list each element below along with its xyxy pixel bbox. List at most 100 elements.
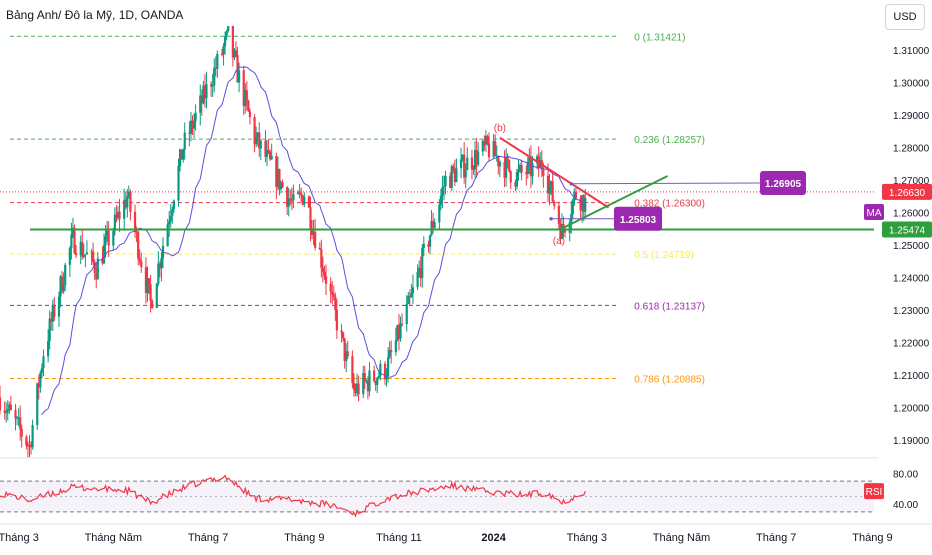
candle-body [40, 368, 44, 373]
price-tick-label: 1.26000 [893, 208, 930, 219]
candle-body [64, 264, 67, 286]
candle-body [169, 215, 172, 222]
candle-body [427, 243, 430, 247]
candle-body [314, 231, 317, 248]
rsi-badge[interactable] [864, 483, 884, 500]
candle-body [411, 287, 415, 293]
candle-body [340, 330, 343, 333]
candle-body [536, 156, 539, 164]
price-callout-lower[interactable] [614, 206, 662, 231]
price-tick-label: 1.22000 [893, 338, 930, 349]
candle-body [405, 303, 408, 325]
candle-body [453, 169, 456, 183]
candle-body [180, 149, 183, 160]
candle-body [171, 209, 174, 216]
candle-body [506, 156, 509, 160]
candle-body [310, 229, 314, 235]
candle-body [553, 201, 556, 206]
candle-body [452, 166, 455, 170]
candle-body [365, 380, 368, 382]
candle-body [178, 149, 182, 166]
candle-body [0, 397, 2, 411]
price-axis-bg [878, 0, 932, 550]
ma-badge[interactable] [864, 204, 884, 220]
candle-body [362, 373, 365, 395]
candle-body [560, 224, 564, 239]
price-axis[interactable]: 1.31000 1.30000 1.29000 1.28000 1.27000 1.260… [864, 0, 932, 550]
currency-button[interactable]: USD [885, 4, 925, 30]
candle-body [248, 111, 252, 117]
time-axis[interactable]: Tháng 3 Tháng Năm Tháng 7 Tháng 9 Tháng 11 20… [0, 523, 932, 544]
time-tick-label: 2024 [481, 532, 506, 544]
drawings-layer[interactable]: (b) (a) 1.26905 1.25803 [0, 123, 874, 247]
candle-body [298, 192, 301, 194]
candle-body [494, 141, 497, 157]
candle-body [509, 171, 512, 183]
candle-body [157, 263, 160, 284]
candle-body [53, 304, 56, 317]
price-tick-label: 1.27000 [893, 176, 930, 187]
candle-body [116, 211, 120, 219]
candle-body [514, 182, 517, 187]
ma-badge-text: MA [867, 208, 882, 219]
candle-body [26, 445, 30, 447]
candle-body [584, 197, 587, 212]
triangle-upper-trendline[interactable] [499, 136, 610, 209]
candle-body [202, 85, 205, 104]
axis-price-badge[interactable] [882, 183, 932, 200]
candle-body [563, 229, 567, 233]
candle-body [140, 261, 143, 268]
candle-body [101, 258, 104, 264]
candle-body [481, 140, 484, 152]
candle-body [203, 85, 207, 99]
candle-body [123, 199, 126, 219]
price-tick-label: 1.21000 [893, 371, 930, 382]
candle-body [222, 46, 225, 54]
candle-body [231, 26, 234, 58]
price-tick-label: 1.24000 [893, 273, 930, 284]
candle-body [223, 36, 227, 47]
candle-body [421, 248, 424, 279]
price-tick-label: 1.25000 [893, 241, 930, 252]
candle-body [461, 154, 464, 160]
candle-body [331, 291, 334, 295]
candle-body [346, 351, 349, 357]
candle-body [189, 120, 193, 134]
candle-body [418, 267, 421, 272]
axis-price-badge[interactable] [882, 221, 932, 238]
candle-body [444, 176, 447, 187]
candle-body [397, 325, 401, 339]
symbol-title[interactable]: Bảng Anh/ Đô la Mỹ, 1D, OANDA [6, 8, 184, 22]
candle-body [329, 283, 332, 292]
candle-body [416, 271, 419, 288]
price-tick-label: 1.31000 [893, 46, 930, 57]
candle-body [394, 340, 397, 353]
candle-body [82, 255, 85, 257]
candlestick-series [0, 25, 587, 458]
callout-anchor [569, 182, 574, 186]
candle-body [227, 26, 230, 31]
candle-body [473, 150, 477, 169]
candle-body [352, 383, 356, 391]
candle-body [290, 200, 293, 202]
candle-body [357, 383, 360, 395]
candle-body [472, 168, 475, 170]
candle-body [158, 263, 161, 269]
candle-body [15, 417, 19, 419]
candle-body [8, 404, 11, 410]
candle-body [287, 198, 290, 207]
candle-body [574, 192, 578, 198]
candle-body [267, 149, 270, 152]
candle-body [279, 182, 283, 190]
triangle-lower-trendline[interactable] [559, 175, 668, 231]
candle-body [475, 150, 478, 165]
candle-body [517, 169, 520, 172]
candle-body [124, 199, 127, 208]
price-callout-upper[interactable] [760, 170, 806, 195]
fib-level-label: 0.618 (1.23137) [634, 301, 705, 312]
fibonacci-retracement[interactable]: 0 (1.31421) 0.236 (1.28257) 0.382 (1.26300… [10, 32, 705, 386]
candle-body [531, 163, 534, 177]
candle-body [182, 149, 185, 160]
candle-body [259, 140, 262, 149]
